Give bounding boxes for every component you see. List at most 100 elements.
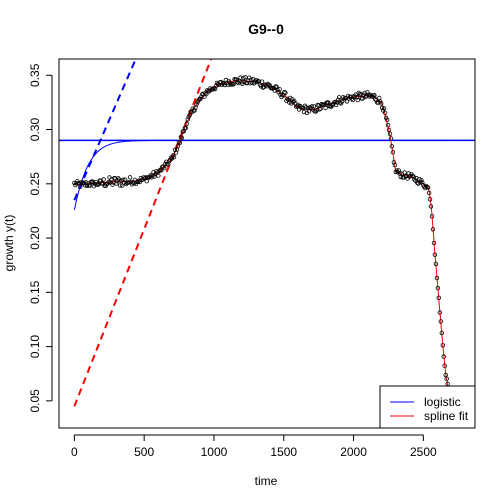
observation-point bbox=[295, 103, 300, 109]
observation-point bbox=[283, 90, 288, 95]
x-axis-label: time bbox=[255, 474, 278, 488]
observation-point bbox=[355, 97, 360, 103]
tangent-lines bbox=[73, 59, 213, 407]
observation-point bbox=[384, 117, 390, 122]
observation-point bbox=[177, 140, 183, 145]
observation-point bbox=[380, 105, 385, 110]
observation-point bbox=[185, 117, 190, 122]
plot-frame bbox=[58, 58, 476, 429]
observation-point bbox=[392, 162, 398, 168]
observation-point bbox=[122, 177, 128, 182]
observation-point bbox=[334, 102, 339, 108]
observation-point bbox=[439, 330, 444, 336]
observation-point bbox=[114, 181, 119, 186]
observation-point bbox=[292, 98, 297, 104]
observation-point bbox=[275, 87, 280, 93]
observation-point bbox=[152, 174, 157, 179]
observation-point bbox=[435, 285, 441, 291]
observation-point bbox=[162, 161, 168, 167]
observation-point bbox=[389, 144, 395, 149]
observation-point bbox=[277, 87, 282, 92]
y-axis-label: growth y(t) bbox=[2, 215, 16, 272]
y-tick-label: 0.20 bbox=[28, 226, 42, 250]
x-tick-label: 500 bbox=[134, 445, 154, 459]
observation-point bbox=[194, 102, 199, 107]
observation-point bbox=[77, 184, 83, 189]
observation-point bbox=[184, 121, 189, 126]
observation-point bbox=[425, 185, 431, 190]
spline-curve bbox=[74, 80, 452, 402]
observation-point bbox=[430, 227, 436, 232]
observation-point bbox=[156, 173, 161, 178]
observation-point bbox=[84, 183, 90, 189]
y-tick-label: 0.15 bbox=[28, 280, 42, 304]
x-tick-label: 1500 bbox=[270, 445, 297, 459]
observation-point bbox=[382, 110, 388, 115]
observation-point bbox=[373, 97, 378, 102]
observation-point bbox=[157, 168, 162, 173]
observation-point bbox=[231, 81, 236, 87]
y-tick-label: 0.35 bbox=[28, 63, 42, 87]
observation-point bbox=[415, 180, 420, 185]
observation-point bbox=[313, 109, 318, 114]
observation-point bbox=[127, 175, 133, 180]
observation-point bbox=[254, 79, 260, 85]
observation-point bbox=[333, 99, 338, 105]
observation-point bbox=[311, 104, 316, 109]
observation-point bbox=[78, 180, 84, 185]
observation-point bbox=[198, 96, 203, 101]
observation-point bbox=[241, 75, 246, 81]
observation-point bbox=[285, 96, 290, 101]
observation-point bbox=[183, 125, 188, 131]
observation-point bbox=[431, 240, 437, 246]
logistic-tangent-line bbox=[73, 59, 137, 201]
observation-point bbox=[388, 136, 394, 141]
observation-point bbox=[387, 131, 393, 136]
y-axis: 0.05 0.10 0.15 0.20 0.25 0.30 0.35 bbox=[28, 63, 53, 413]
chart-title: G9--0 bbox=[248, 21, 284, 37]
observation-point bbox=[106, 179, 111, 185]
observation-point bbox=[120, 177, 126, 182]
observation-point bbox=[390, 149, 396, 155]
observation-point bbox=[427, 197, 433, 202]
legend-box bbox=[379, 385, 476, 429]
observation-point bbox=[377, 95, 382, 101]
spline-tangent-line bbox=[73, 59, 213, 407]
observation-point bbox=[440, 343, 445, 348]
observation-point bbox=[210, 87, 216, 92]
observation-point bbox=[379, 101, 384, 106]
logistic-path bbox=[73, 139, 452, 211]
observation-point bbox=[135, 179, 141, 184]
observation-point bbox=[437, 310, 442, 315]
y-tick-label: 0.05 bbox=[28, 389, 42, 413]
observation-point bbox=[432, 252, 438, 257]
observation-point bbox=[433, 261, 439, 267]
observation-point bbox=[301, 109, 307, 115]
observation-point bbox=[101, 177, 106, 182]
observation-point bbox=[171, 154, 177, 160]
y-tick-label: 0.30 bbox=[28, 118, 42, 142]
observation-point bbox=[162, 165, 167, 171]
observation-point bbox=[358, 91, 363, 97]
observation-point bbox=[381, 106, 387, 111]
observation-point bbox=[444, 376, 449, 381]
x-tick-label: 2000 bbox=[340, 445, 367, 459]
observation-point bbox=[354, 95, 359, 100]
logistic-curve bbox=[73, 139, 452, 211]
observation-point bbox=[238, 75, 243, 80]
observation-point bbox=[323, 105, 328, 111]
observation-point bbox=[436, 295, 441, 300]
y-tick-label: 0.25 bbox=[28, 172, 42, 196]
observation-point bbox=[176, 139, 182, 145]
observation-point bbox=[442, 363, 447, 368]
observation-point bbox=[179, 135, 184, 141]
observation-point bbox=[429, 214, 435, 219]
observation-point bbox=[443, 372, 448, 378]
legend: logistic spline fit bbox=[379, 385, 476, 429]
observation-point bbox=[335, 100, 340, 105]
observation-point bbox=[441, 354, 446, 359]
spline-path bbox=[74, 80, 452, 402]
observation-point bbox=[385, 122, 391, 128]
observation-point bbox=[278, 92, 283, 97]
